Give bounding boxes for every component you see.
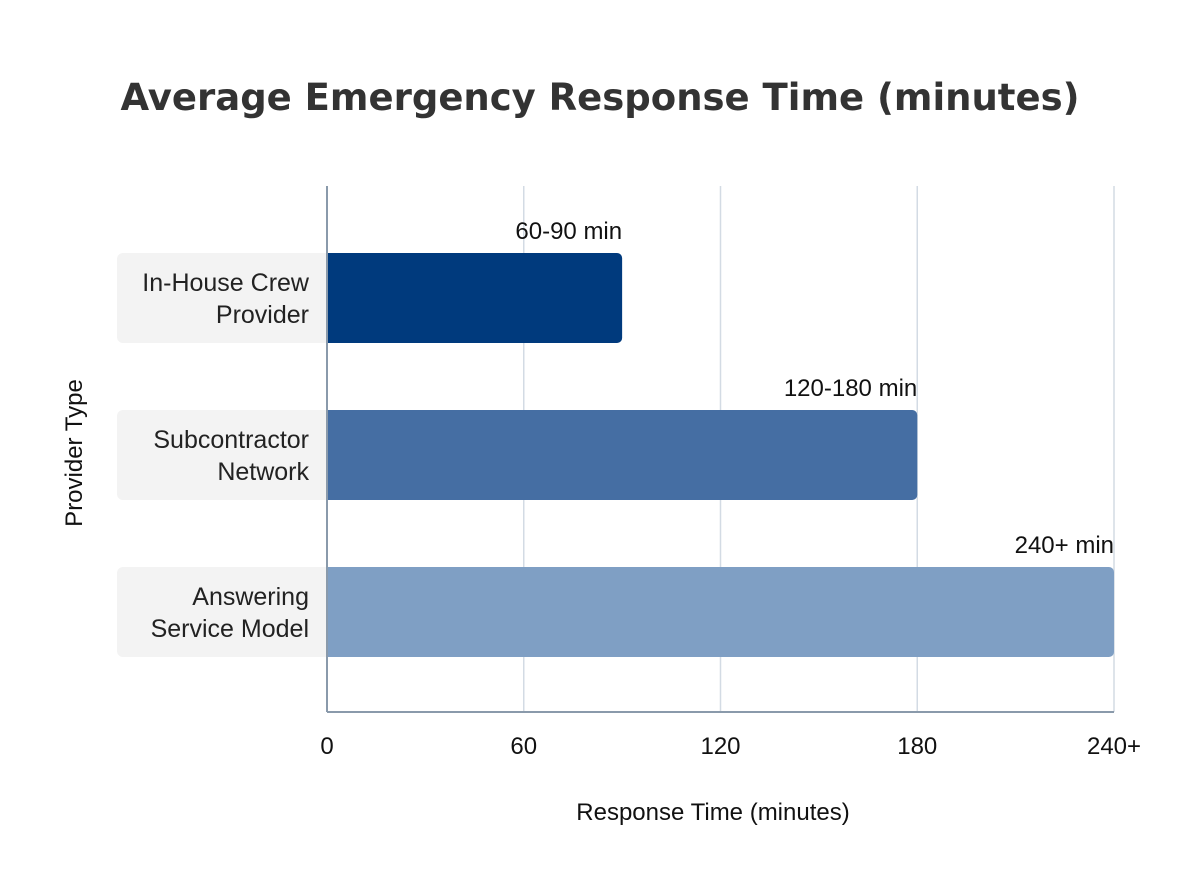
category-band (117, 253, 333, 343)
x-axis-title: Response Time (minutes) (576, 799, 849, 826)
category-label-line: Subcontractor (153, 426, 309, 454)
bar-edge (327, 567, 335, 657)
category-label-line: Provider (216, 301, 309, 329)
x-tick-label: 0 (320, 733, 333, 760)
x-tick-label: 240+ (1087, 733, 1141, 760)
category-label-line: Network (217, 458, 309, 486)
category-band (117, 410, 333, 500)
category-label-line: Service Model (151, 615, 309, 643)
bar (327, 253, 623, 343)
category-bands (117, 253, 333, 657)
x-tick-labels: 0 60 120 180 240+ (320, 733, 1141, 760)
data-label: 240+ min (1015, 532, 1114, 559)
category-label: Answering Service Model (151, 583, 309, 643)
y-axis-title: Provider Type (61, 379, 88, 527)
x-tick-label: 60 (510, 733, 537, 760)
data-label: 60-90 min (515, 218, 622, 245)
bar-edge (327, 410, 335, 500)
category-label-line: In-House Crew (142, 269, 310, 297)
x-tick-label: 180 (897, 733, 937, 760)
category-label: In-House Crew Provider (142, 269, 310, 329)
category-label: Subcontractor Network (153, 426, 309, 486)
category-label-line: Answering (192, 583, 309, 611)
bar (327, 567, 1114, 657)
x-tick-label: 120 (700, 733, 740, 760)
data-labels: 60-90 min 120-180 min 240+ min (515, 218, 1114, 559)
chart-title: Average Emergency Response Time (minutes… (120, 76, 1079, 119)
data-label: 120-180 min (784, 375, 917, 402)
bar (327, 410, 918, 500)
category-labels: In-House Crew Provider Subcontractor Networ… (142, 269, 310, 643)
bar-edge (327, 253, 335, 343)
bars (327, 253, 1114, 657)
category-band (117, 567, 333, 657)
